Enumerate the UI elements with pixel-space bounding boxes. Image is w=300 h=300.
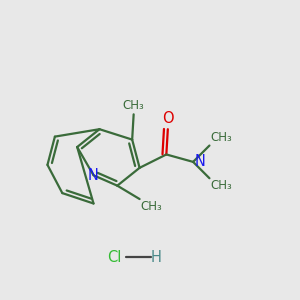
- Text: N: N: [195, 154, 206, 169]
- Text: Cl: Cl: [107, 250, 122, 265]
- Text: CH₃: CH₃: [211, 131, 232, 144]
- Text: CH₃: CH₃: [123, 99, 145, 112]
- Text: CH₃: CH₃: [141, 200, 163, 213]
- Text: O: O: [162, 111, 174, 126]
- Text: N: N: [88, 168, 99, 183]
- Text: H: H: [151, 250, 161, 265]
- Text: CH₃: CH₃: [211, 179, 232, 192]
